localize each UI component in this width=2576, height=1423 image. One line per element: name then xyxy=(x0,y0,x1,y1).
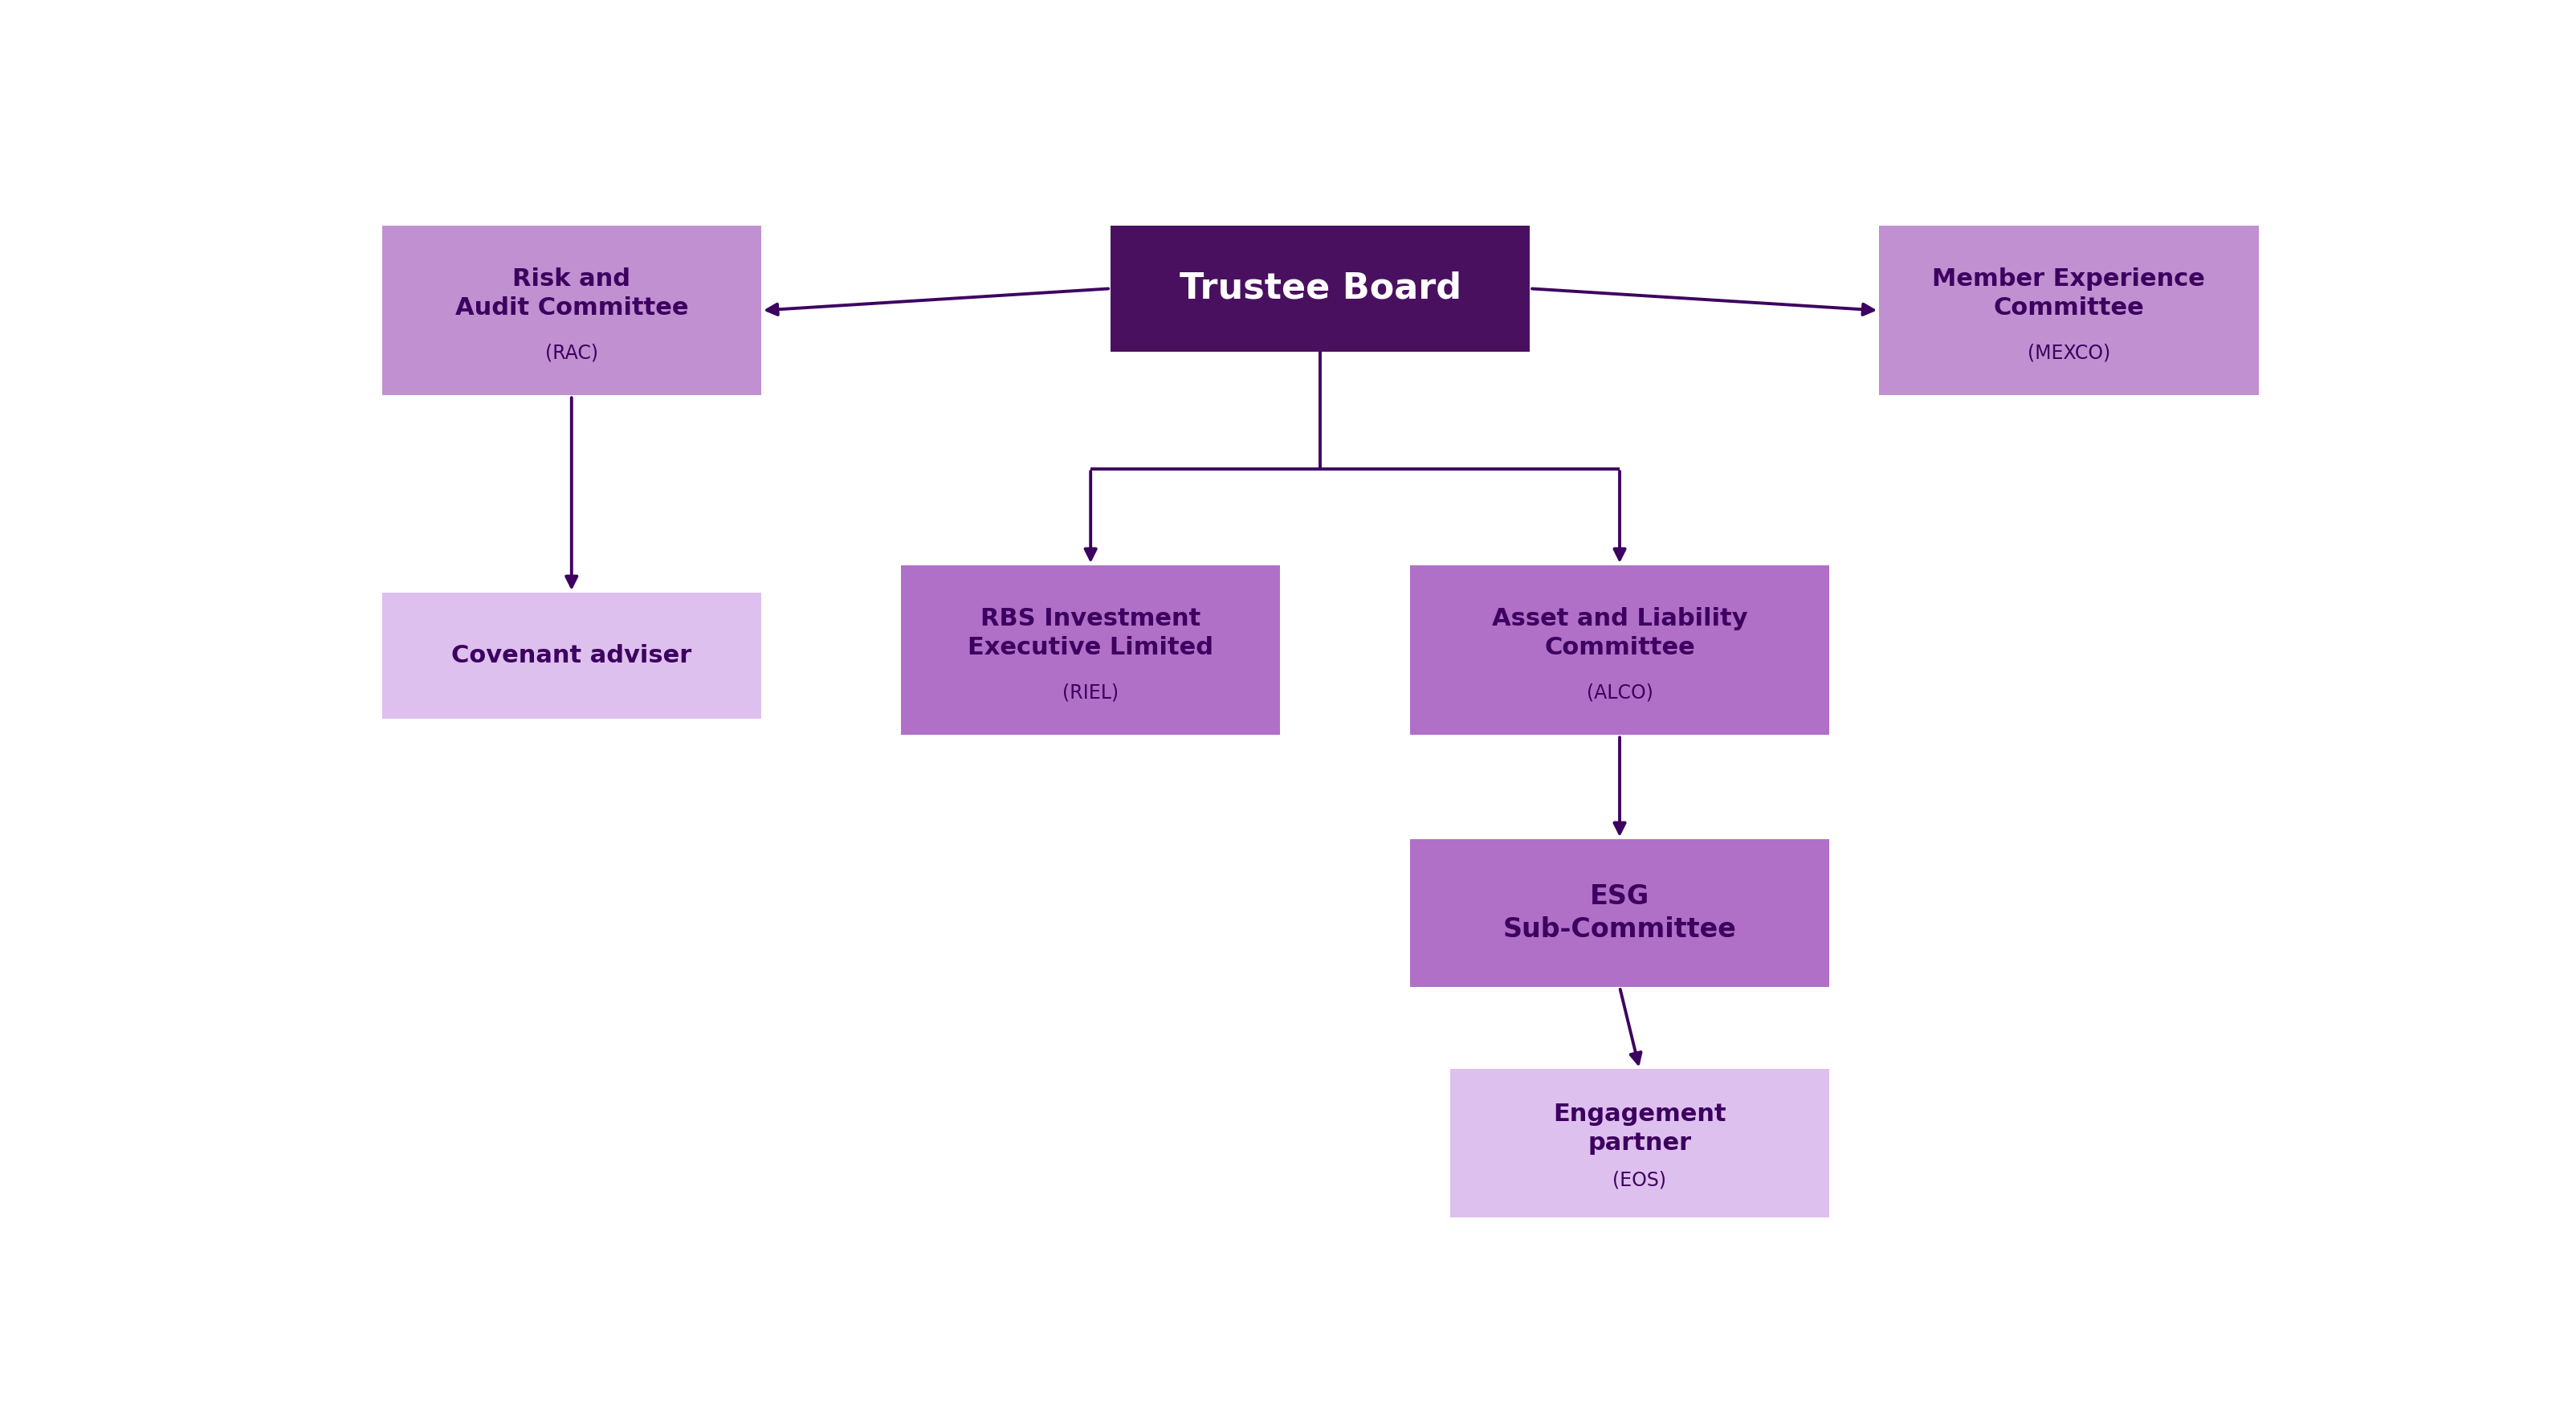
Text: Covenant adviser: Covenant adviser xyxy=(451,645,693,667)
FancyBboxPatch shape xyxy=(1409,565,1829,736)
FancyBboxPatch shape xyxy=(1880,226,2259,396)
Text: Asset and Liability
Committee: Asset and Liability Committee xyxy=(1492,608,1747,659)
Text: (ALCO): (ALCO) xyxy=(1587,683,1654,702)
FancyBboxPatch shape xyxy=(381,226,762,396)
FancyBboxPatch shape xyxy=(902,565,1280,736)
FancyBboxPatch shape xyxy=(1110,226,1530,351)
Text: (MEXCO): (MEXCO) xyxy=(2027,343,2110,363)
FancyBboxPatch shape xyxy=(1450,1069,1829,1217)
FancyBboxPatch shape xyxy=(1409,840,1829,988)
FancyBboxPatch shape xyxy=(381,592,762,719)
Text: (RAC): (RAC) xyxy=(546,343,598,363)
Text: Member Experience
Committee: Member Experience Committee xyxy=(1932,268,2205,320)
Text: Risk and
Audit Committee: Risk and Audit Committee xyxy=(456,268,688,320)
Text: ESG
Sub-Committee: ESG Sub-Committee xyxy=(1502,884,1736,942)
Text: RBS Investment
Executive Limited: RBS Investment Executive Limited xyxy=(969,608,1213,659)
Text: Trustee Board: Trustee Board xyxy=(1180,272,1461,306)
Text: Engagement
partner: Engagement partner xyxy=(1553,1103,1726,1154)
Text: (RIEL): (RIEL) xyxy=(1061,683,1118,702)
Text: (EOS): (EOS) xyxy=(1613,1171,1667,1190)
